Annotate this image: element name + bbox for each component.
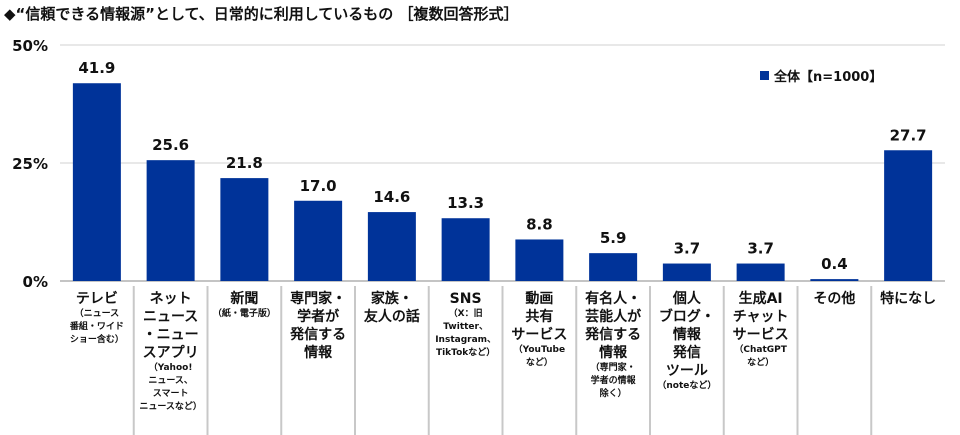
bar — [294, 200, 343, 281]
data-label: 0.4 — [821, 255, 848, 273]
data-label: 5.9 — [600, 229, 627, 247]
category-label: ・ニュー — [142, 327, 199, 343]
bar — [220, 178, 269, 281]
legend-swatch — [760, 71, 769, 80]
x-tick-label: 個人ブログ・情報発信ツール （noteなど） — [650, 290, 724, 393]
bar — [367, 212, 416, 281]
category-label: チャット — [732, 309, 789, 325]
category-label: 新聞 — [230, 291, 259, 307]
legend-label: 全体【n=1000】 — [774, 70, 883, 85]
category-note: （X：旧 — [448, 309, 483, 319]
category-note: （noteなど） — [657, 381, 717, 391]
bar — [662, 263, 711, 281]
category-note: 除く） — [599, 389, 627, 399]
data-label: 21.8 — [226, 154, 263, 172]
data-label: 13.3 — [447, 194, 484, 212]
bar — [146, 160, 195, 281]
category-note: TikTokなど） — [435, 348, 496, 358]
category-label: 発信する — [585, 327, 642, 343]
category-label: 個人 — [672, 291, 701, 307]
category-note: （ChatGPT — [734, 345, 787, 355]
category-note: など） — [525, 358, 553, 368]
category-label: 生成AI — [738, 291, 783, 307]
category-label: サービス — [511, 327, 568, 343]
category-label: テレビ — [75, 291, 118, 307]
data-label: 27.7 — [890, 126, 927, 144]
category-note: （紙・電子版） — [212, 309, 276, 319]
data-label: 3.7 — [674, 240, 701, 258]
x-tick-label: ネットニュース・ニュースアプリ （Yahoo! ニュース、スマートニュースなど） — [134, 290, 208, 414]
category-label: スアプリ — [142, 345, 199, 361]
y-tick-label: 0% — [23, 273, 48, 291]
category-note: （YouTube — [513, 345, 566, 355]
category-note: など） — [747, 358, 775, 368]
category-label: ニュース — [142, 309, 199, 325]
x-tick-label: 家族・ 友人の話 — [355, 290, 429, 326]
bar — [515, 239, 564, 281]
category-note: Twitter、 — [443, 322, 488, 332]
category-note: （Yahoo! — [148, 363, 193, 373]
category-label: 有名人・ — [585, 291, 642, 307]
category-note: 学者の情報 — [590, 376, 636, 386]
bar — [884, 150, 933, 281]
category-note: ニュース、 — [148, 376, 193, 386]
category-note: Instagram、 — [435, 335, 497, 345]
category-note: スマート — [152, 389, 189, 399]
category-label: 発信する — [290, 327, 347, 343]
category-label: ネット — [149, 291, 192, 307]
x-tick-label: SNS （X：旧 Twitter、 Instagram、 TikTokなど） — [429, 290, 503, 360]
x-tick-label: テレビ （ニュース番組・ワイド ショー含む） — [60, 290, 134, 347]
category-label: 情報 — [599, 345, 628, 361]
category-note: ニュースなど） — [139, 402, 202, 412]
data-label: 14.6 — [373, 188, 410, 206]
bar — [441, 218, 490, 281]
x-tick-label: 動画共有サービス （YouTube など） — [503, 290, 577, 370]
category-note: （専門家・ — [590, 363, 636, 373]
x-tick-label: 専門家・学者が発信する情報 — [281, 290, 355, 362]
category-label: 特になし — [880, 291, 937, 307]
x-tick-label: 生成AI チャットサービス （ChatGPT など） — [724, 290, 798, 370]
category-label: サービス — [732, 327, 789, 343]
category-note: （ニュース — [74, 309, 120, 319]
y-tick-label: 50% — [12, 37, 48, 55]
x-tick-label: その他 — [798, 290, 872, 308]
data-label: 8.8 — [526, 215, 553, 233]
x-tick-label: 有名人・芸能人が発信する情報 （専門家・学者の情報除く） — [576, 290, 650, 401]
category-label: 家族・ — [370, 291, 413, 307]
data-label: 3.7 — [747, 240, 774, 258]
category-label: 情報 — [672, 327, 701, 343]
category-label: 学者が — [297, 309, 340, 325]
category-label: 共有 — [525, 309, 554, 325]
category-label: ツール — [665, 363, 708, 379]
category-note: ショー含む） — [69, 335, 124, 345]
category-label: 芸能人が — [585, 309, 642, 325]
category-label: 専門家・ — [290, 291, 347, 307]
data-label: 25.6 — [152, 136, 189, 154]
category-note: 番組・ワイド — [69, 322, 124, 332]
bar — [810, 279, 859, 281]
category-label: 動画 — [525, 291, 554, 307]
bar — [589, 253, 638, 281]
category-label: 発信 — [672, 345, 701, 361]
chart-title: ◆“信頼できる情報源”として、日常的に利用しているもの ［複数回答形式］ — [4, 5, 519, 23]
category-label: その他 — [813, 291, 856, 307]
bar — [72, 83, 121, 282]
category-label: ブログ・ — [658, 309, 715, 325]
y-tick-label: 25% — [12, 155, 48, 173]
x-tick-label: 新聞 （紙・電子版） — [208, 290, 282, 321]
legend: 全体【n=1000】 — [760, 66, 882, 85]
data-label: 41.9 — [78, 59, 115, 77]
category-label: 情報 — [304, 345, 333, 361]
bar — [736, 263, 785, 281]
category-label: SNS — [449, 291, 482, 307]
data-label: 17.0 — [300, 177, 337, 195]
category-label: 友人の話 — [363, 309, 420, 325]
x-tick-label: 特になし — [871, 290, 945, 308]
